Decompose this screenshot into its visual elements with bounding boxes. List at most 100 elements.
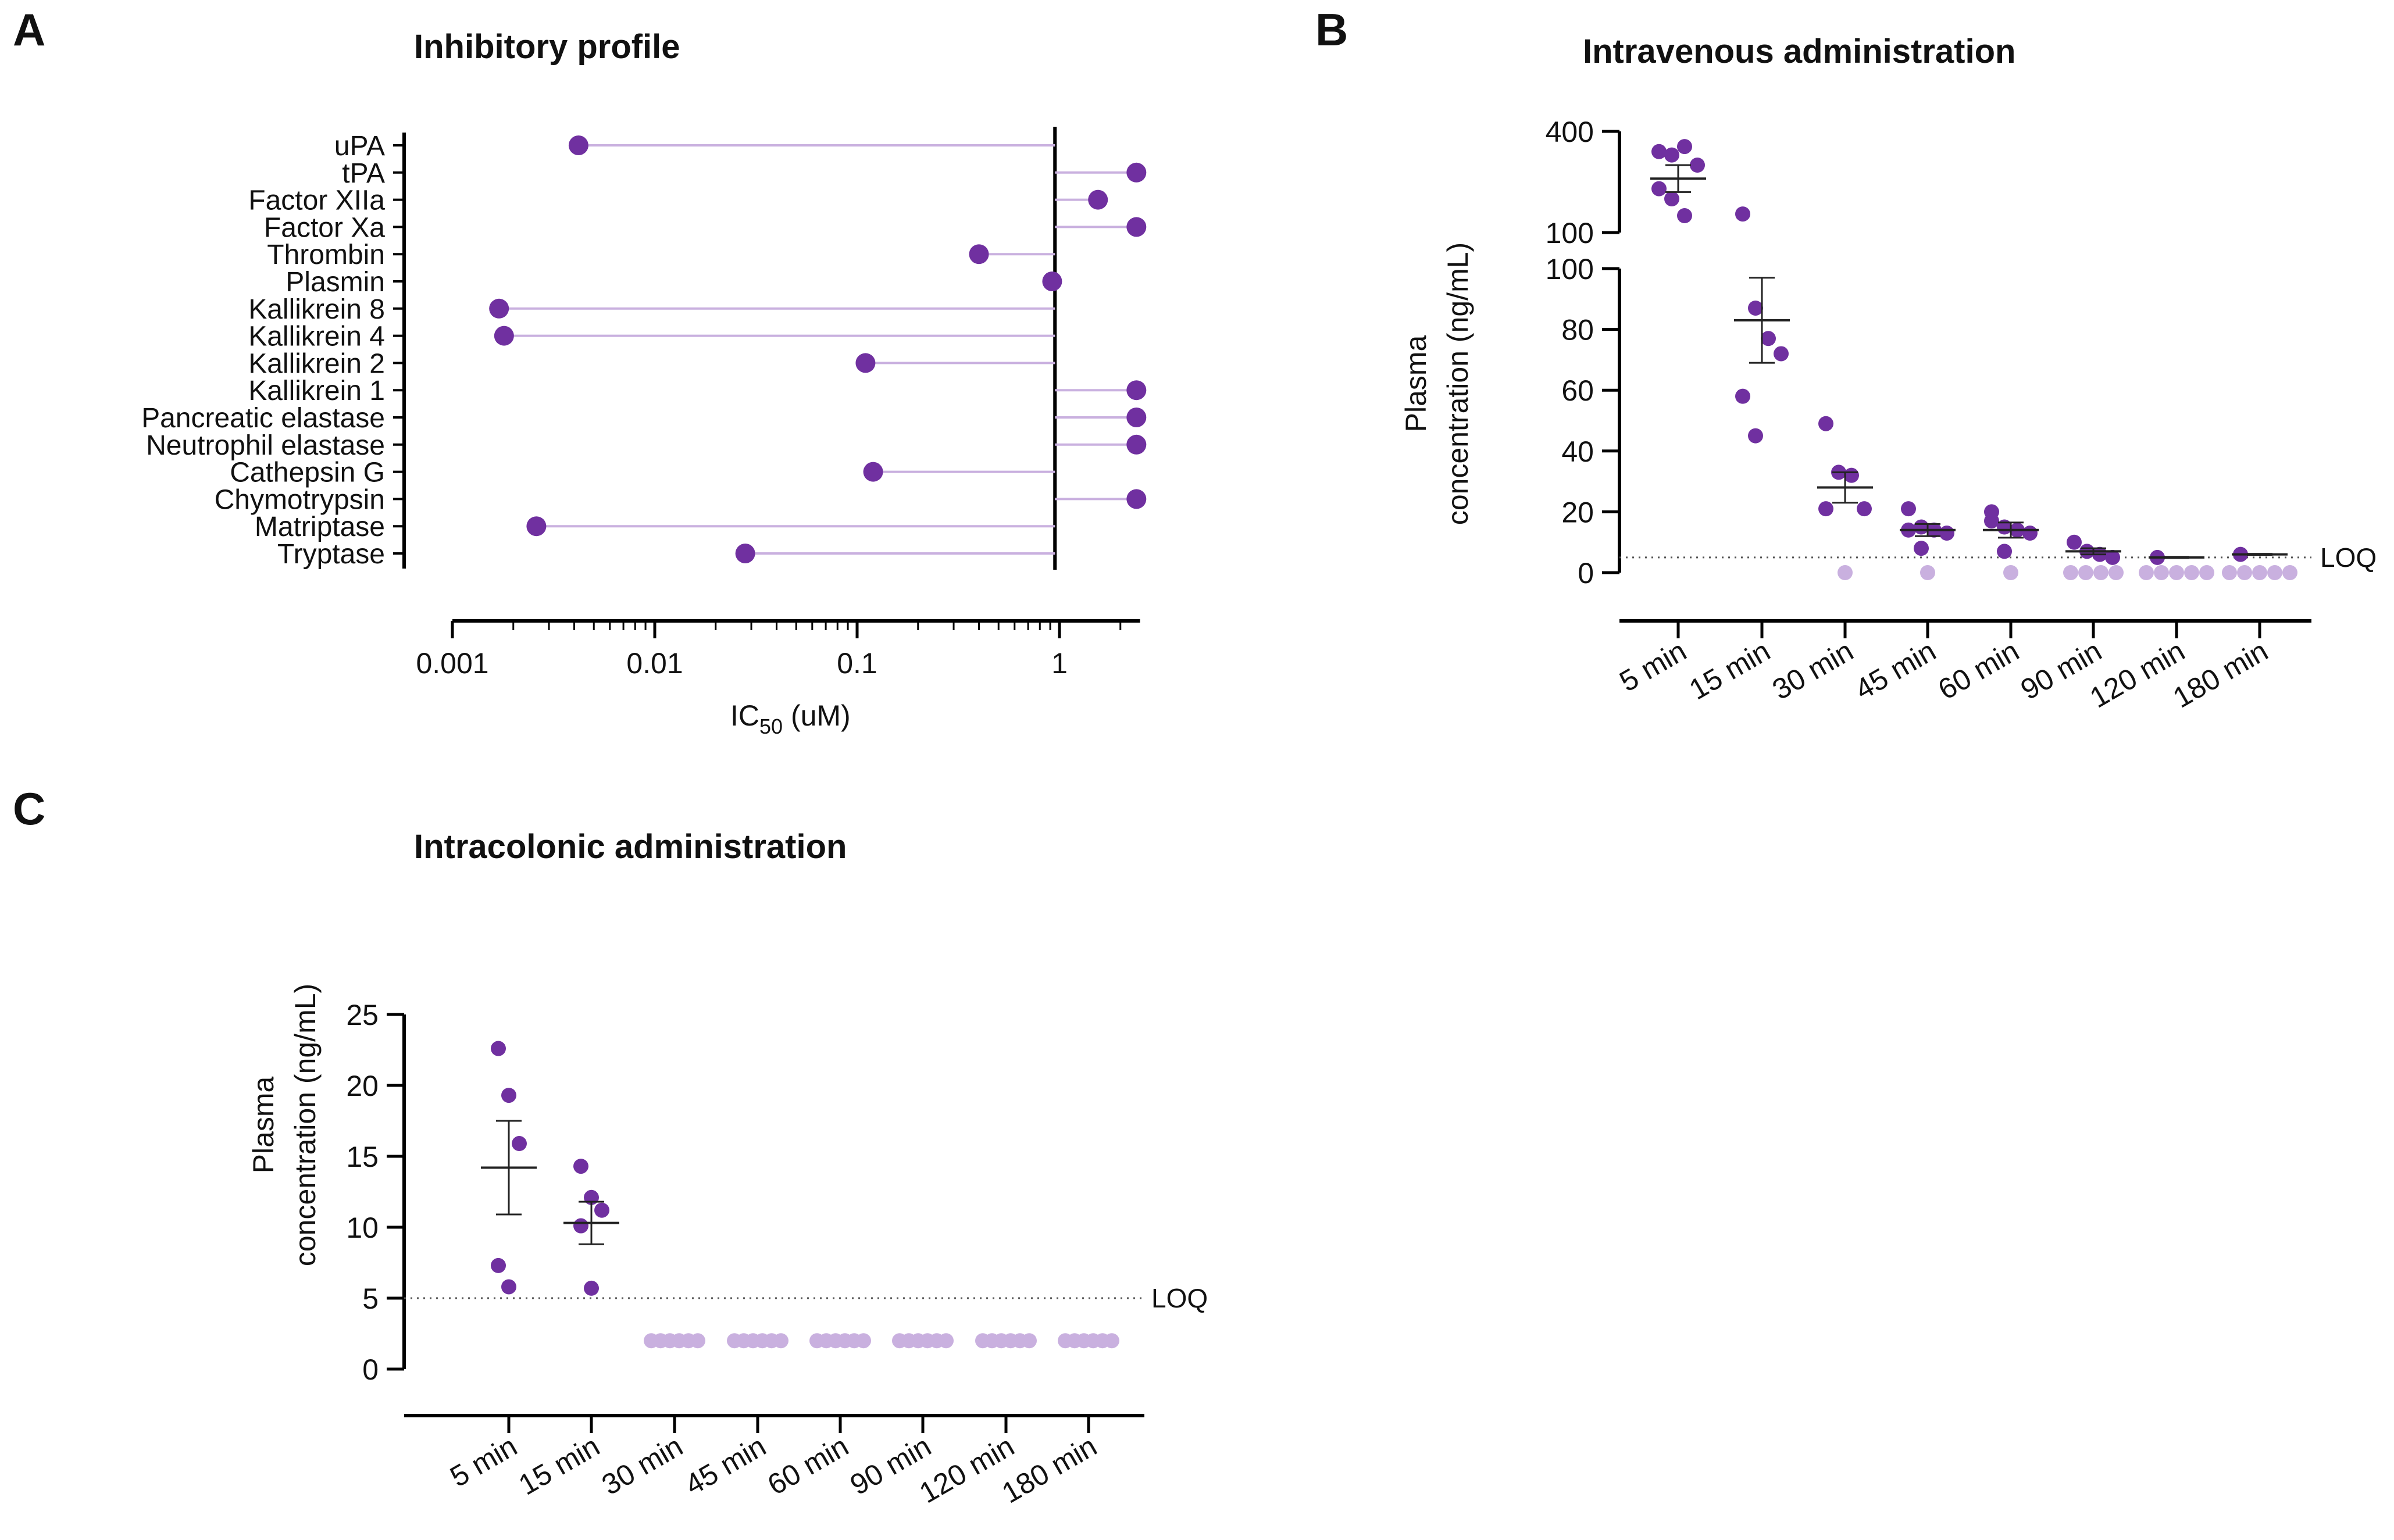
svg-text:Plasma: Plasma	[247, 1076, 280, 1173]
panel-b-y-tick-label: 20	[1561, 496, 1594, 528]
panel-b-data-point	[1735, 206, 1750, 222]
panel-b-data-point	[1664, 191, 1679, 206]
panel-b-data-point	[2222, 565, 2237, 580]
panel-b-y-tick-label: 80	[1561, 314, 1594, 346]
panel-a-x-tick-label: 0.01	[626, 647, 683, 680]
panel-b-data-point	[1664, 147, 1679, 163]
panel-c-title: Intracolonic administration	[414, 828, 847, 866]
panel-b-data-point	[2199, 565, 2214, 580]
panel-b-data-point	[1857, 501, 1872, 517]
panel-b-data-point	[2252, 565, 2267, 580]
panel-b-data-point	[1651, 144, 1667, 159]
panel-c-loq-label: LOQ	[1151, 1283, 1208, 1313]
panel-c-y-tick-label: 0	[362, 1353, 379, 1386]
panel-a-category-label: tPA	[342, 158, 385, 189]
panel-c-data-point	[491, 1257, 506, 1273]
panel-c-x-tick-label: 5 min	[445, 1430, 523, 1493]
panel-a-data-point	[863, 462, 883, 482]
panel-b-data-point	[2139, 565, 2154, 580]
panel-c-data-point	[501, 1279, 516, 1295]
panel-a-category-label: Factor Xa	[264, 212, 385, 243]
svg-text:concentration (ng/mL): concentration (ng/mL)	[1442, 242, 1474, 525]
panel-b-y-tick-label: 100	[1546, 253, 1594, 285]
panel-a-category-label: Pancreatic elastase	[141, 403, 385, 434]
svg-text:concentration (ng/mL): concentration (ng/mL)	[289, 984, 322, 1266]
panel-b-data-point	[1774, 346, 1789, 362]
panel-a-data-point	[1042, 271, 1062, 291]
panel-b-data-point	[2169, 565, 2184, 580]
panel-c-data-point	[856, 1333, 871, 1349]
panel-a-data-point	[1126, 380, 1147, 401]
panel-a-data-point	[1126, 162, 1147, 183]
panel-c-x-tick-label: 180 min	[996, 1430, 1102, 1509]
panel-b-data-point	[1761, 331, 1776, 346]
panel-c-x-tick-label: 30 min	[597, 1430, 688, 1502]
panel-a-data-point	[489, 298, 509, 319]
panel-b-data-point	[1984, 504, 1999, 520]
panel-a-data-point	[1126, 434, 1147, 455]
panel-b-data-point	[1997, 544, 2012, 559]
panel-b-data-point	[2093, 565, 2108, 580]
panel-b-data-point	[1818, 501, 1833, 517]
panel-b-data-point	[1735, 388, 1750, 404]
panel-b-x-tick-label: 60 min	[1933, 634, 2025, 706]
panel-b-y-tick-label: 400	[1546, 116, 1594, 148]
panel-a-category-label: Cathepsin G	[230, 458, 385, 488]
panel-b-ylabel: Plasma concentration (ng/mL)	[1400, 242, 1474, 525]
panel-c-x-tick-label: 120 min	[914, 1430, 1019, 1509]
panel-a-x-tick-label: 0.001	[416, 647, 488, 680]
panel-b-data-point	[2154, 565, 2169, 580]
panel-c-x-tick-label: 15 min	[513, 1430, 605, 1502]
panel-a-data-point	[1088, 190, 1108, 210]
panel-b-data-point	[1748, 428, 1763, 444]
panel-b-x-tick-label: 5 min	[1614, 634, 1692, 698]
panel-letter-b: B	[1315, 4, 1348, 55]
panel-a-x-tick-label: 1	[1051, 647, 1068, 680]
panel-a-category-label: uPA	[334, 131, 385, 162]
panel-b-data-point	[2108, 565, 2124, 580]
panel-a-data-point	[568, 135, 588, 155]
panel-c-data-point	[573, 1218, 588, 1234]
panel-b-x-tick-label: 15 min	[1684, 634, 1776, 706]
panel-c-y-tick-label: 5	[362, 1282, 379, 1315]
panel-c-y-tick-label: 20	[346, 1070, 379, 1102]
panel-a-data-point	[1126, 217, 1147, 237]
svg-text:Plasma: Plasma	[1400, 335, 1432, 432]
panel-c-ylabel: Plasma concentration (ng/mL)	[247, 984, 322, 1266]
panel-c-data-point	[512, 1136, 527, 1152]
panel-b-data-point	[2022, 526, 2038, 541]
panel-a-data-point	[494, 326, 514, 346]
panel-a-category-label: Kallikrein 2	[248, 348, 385, 379]
panel-c-data-point	[773, 1333, 789, 1349]
panel-a-data-point	[1126, 489, 1147, 509]
panel-b-data-point	[1748, 300, 1763, 316]
panel-b-data-point	[2105, 549, 2120, 565]
panel-c-data-point	[939, 1333, 954, 1349]
panel-a-category-label: Kallikrein 4	[248, 321, 385, 352]
panel-a-category-label: Factor XIIa	[248, 185, 385, 216]
panel-a-data-point	[1126, 408, 1147, 427]
panel-b-x-tick-label: 120 min	[2084, 634, 2190, 714]
panel-b-y-tick-label: 0	[1578, 557, 1594, 589]
panel-c-y-tick-label: 10	[346, 1212, 379, 1244]
panel-a-category-label: Neutrophil elastase	[146, 430, 385, 461]
panel-b-data-point	[2282, 565, 2297, 580]
panel-c-data-point	[501, 1088, 516, 1103]
panel-a-x-tick-label: 0.1	[837, 647, 877, 680]
panel-a-category-label: Matriptase	[255, 512, 385, 542]
panel-a-category-label: Kallikrein 8	[248, 294, 385, 325]
panel-b-data-point	[2237, 565, 2252, 580]
panel-b-title: Intravenous administration	[1583, 33, 2015, 70]
panel-b-data-point	[1838, 565, 1853, 580]
panel-letter-c: C	[13, 783, 45, 834]
panel-b-data-point	[1818, 416, 1833, 431]
panel-b-data-point	[2003, 565, 2018, 580]
panel-b-data-point	[1914, 519, 1929, 535]
panel-c-data-point	[594, 1202, 609, 1218]
panel-b-data-point	[1651, 181, 1667, 196]
panel-b-data-point	[1914, 541, 1929, 556]
panel-a-category-label: Chymotrypsin	[215, 484, 385, 515]
panel-b-data-point	[1901, 501, 1916, 517]
